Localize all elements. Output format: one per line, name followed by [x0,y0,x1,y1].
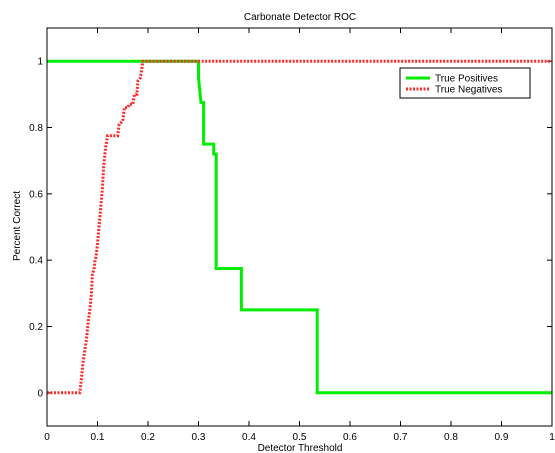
x-tick-label: 0.3 [192,432,206,443]
plot-series [47,59,552,395]
chart-title: Carbonate Detector ROC [244,12,356,23]
x-axis-title: Detector Threshold [258,443,343,453]
y-tick-label: 0 [37,388,43,399]
x-tick-label: 0.9 [495,432,509,443]
legend-label: True Negatives [435,85,502,96]
y-tick-label: 1 [37,57,43,68]
plot-frame [46,27,553,427]
x-tick-label: 0 [44,432,50,443]
y-tick-label: 0.6 [29,189,43,200]
y-axis-title: Percent Correct [12,191,23,261]
x-tick-label: 0.4 [242,432,256,443]
x-tick-label: 0.7 [394,432,408,443]
x-tick-label: 1 [549,432,555,443]
x-tick-label: 0.6 [343,432,357,443]
x-tick-label: 0.2 [141,432,155,443]
y-tick-label: 0.2 [29,322,43,333]
axis-ticks: 0 0.1 0.2 0.3 0.4 0.5 0.6 0.7 0.8 0.9 1 0 0.2 0.4 0.6 0… [29,28,555,443]
x-tick-label: 0.1 [91,432,105,443]
y-tick-label: 0.4 [29,256,43,267]
true-positives-line [47,59,552,395]
true-negatives-line [47,59,552,395]
x-tick-label: 0.8 [444,432,458,443]
y-tick-label: 0.8 [29,123,43,134]
x-tick-label: 0.5 [293,432,307,443]
legend-box [399,67,531,99]
legend-label: True Positives [435,74,498,85]
